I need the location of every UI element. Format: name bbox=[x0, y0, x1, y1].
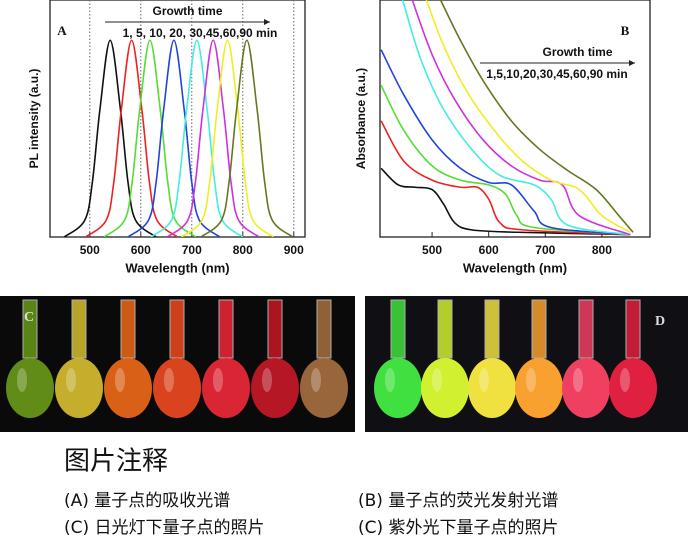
panel-label: D bbox=[655, 314, 665, 329]
flask-shine bbox=[385, 368, 395, 392]
annotation-arrowhead bbox=[264, 19, 270, 25]
flask-body bbox=[609, 358, 657, 418]
flask-body bbox=[468, 358, 516, 418]
flask-shine bbox=[66, 368, 76, 392]
flask-body bbox=[251, 358, 299, 418]
panel-label: C bbox=[24, 310, 34, 325]
flask-shine bbox=[17, 368, 27, 392]
x-tick-label: 600 bbox=[131, 243, 151, 257]
flask-neck bbox=[267, 299, 283, 359]
flask-neck bbox=[218, 299, 234, 359]
caption-item: (B) 量子点的荧光发射光谱 bbox=[358, 491, 558, 511]
annotation-title: Growth time bbox=[542, 45, 612, 59]
line-series bbox=[150, 39, 244, 237]
line-series bbox=[200, 39, 294, 237]
line-series bbox=[380, 49, 631, 236]
line-series bbox=[85, 39, 179, 237]
line-series bbox=[380, 167, 631, 236]
flask-shine bbox=[479, 368, 489, 392]
x-tick-label: 800 bbox=[592, 243, 612, 257]
line-series bbox=[401, 0, 631, 236]
line-series bbox=[411, 0, 631, 236]
x-tick-label: 800 bbox=[233, 243, 253, 257]
flask-neck bbox=[316, 299, 332, 359]
line-series bbox=[166, 39, 260, 237]
flask-neck bbox=[578, 299, 594, 359]
flask-shine bbox=[164, 368, 174, 392]
flask-shine bbox=[526, 368, 536, 392]
line-series bbox=[103, 39, 197, 237]
flask-shine bbox=[620, 368, 630, 392]
flask-body bbox=[104, 358, 152, 418]
flask-shine bbox=[311, 368, 321, 392]
flask-shine bbox=[213, 368, 223, 392]
flask-shine bbox=[115, 368, 125, 392]
plot-frame bbox=[379, 0, 651, 238]
flask-neck bbox=[120, 299, 136, 359]
caption-item: (A) 量子点的吸收光谱 bbox=[64, 491, 230, 511]
x-axis-label: Wavelength (nm) bbox=[463, 260, 567, 275]
flask-neck bbox=[390, 299, 406, 359]
series-group bbox=[63, 39, 294, 237]
line-series bbox=[127, 39, 221, 237]
x-tick-label: 700 bbox=[182, 243, 202, 257]
flask-neck bbox=[531, 299, 547, 359]
line-series bbox=[380, 120, 631, 236]
series-group bbox=[380, 0, 634, 236]
x-tick-label: 900 bbox=[284, 243, 304, 257]
flask-neck bbox=[437, 299, 453, 359]
annotation-title: Growth time bbox=[152, 4, 222, 18]
x-tick-label: 500 bbox=[80, 243, 100, 257]
flask-shine bbox=[432, 368, 442, 392]
flask-neck bbox=[22, 299, 38, 359]
flask-shine bbox=[573, 368, 583, 392]
flask-neck bbox=[71, 299, 87, 359]
annotation-arrowhead bbox=[629, 60, 635, 66]
flask-body bbox=[421, 358, 469, 418]
caption-item: (C) 日光灯下量子点的照片 bbox=[64, 518, 265, 538]
x-tick-label: 600 bbox=[479, 243, 499, 257]
line-series bbox=[425, 0, 631, 233]
flask-shine bbox=[262, 368, 272, 392]
flask-body bbox=[6, 358, 54, 418]
panel-label: A bbox=[57, 23, 67, 38]
panel-label: B bbox=[621, 23, 630, 38]
flask-neck bbox=[169, 299, 185, 359]
flask-body bbox=[300, 358, 348, 418]
line-series bbox=[380, 84, 631, 236]
flask-body bbox=[562, 358, 610, 418]
x-tick-label: 500 bbox=[422, 243, 442, 257]
flask-body bbox=[374, 358, 422, 418]
line-series bbox=[63, 39, 157, 237]
flask-body bbox=[153, 358, 201, 418]
line-series bbox=[181, 39, 274, 237]
flask-body bbox=[202, 358, 250, 418]
flask-body bbox=[55, 358, 103, 418]
annotation-text: 1,5,10,20,30,45,60,90 min bbox=[486, 67, 627, 81]
flask-body bbox=[515, 358, 563, 418]
x-axis-label: Wavelength (nm) bbox=[125, 260, 229, 275]
annotation-text: 1, 5, 10, 20, 30,45,60,90 min bbox=[123, 26, 278, 40]
caption-item: (C) 紫外光下量子点的照片 bbox=[358, 518, 559, 538]
x-tick-label: 700 bbox=[535, 243, 555, 257]
caption-title: 图片注释 bbox=[64, 447, 168, 477]
flask-neck bbox=[484, 299, 500, 359]
y-axis-label: PL intensity (a.u.) bbox=[27, 69, 41, 169]
flask-neck bbox=[625, 299, 641, 359]
y-axis-label: Absorbance (a.u.) bbox=[354, 68, 368, 169]
line-series bbox=[439, 0, 634, 233]
